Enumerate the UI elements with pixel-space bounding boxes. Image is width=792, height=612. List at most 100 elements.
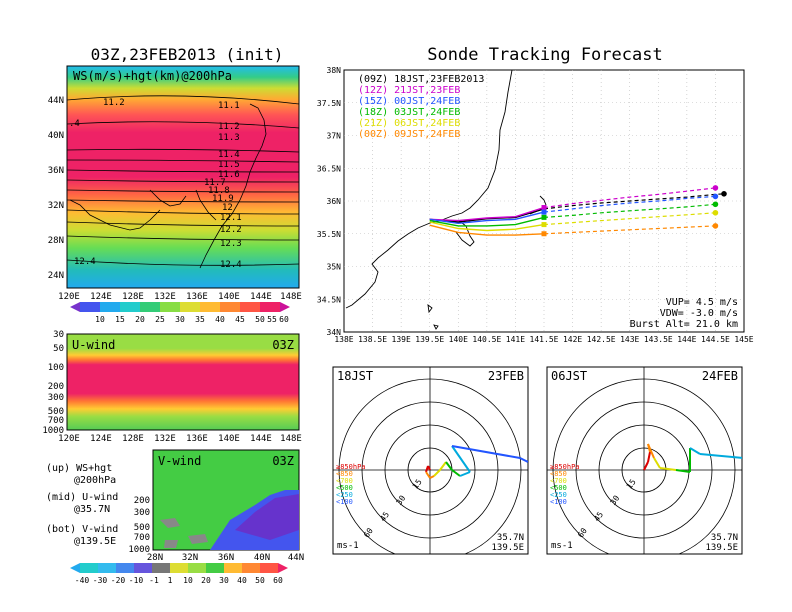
x-tick-label: 144E — [677, 335, 696, 344]
track-marker — [541, 214, 547, 220]
hodograph-trace — [647, 451, 651, 463]
x-tick-label: 143.5E — [644, 335, 673, 344]
colorbar-label: 60 — [279, 315, 289, 324]
pressure-tick: 1000 — [42, 426, 64, 436]
colorbar-label: 50 — [255, 576, 265, 585]
hodograph-trace — [689, 447, 701, 455]
hodograph-time: 06JST — [551, 369, 587, 383]
hodograph-trace — [425, 471, 431, 479]
track-line-dashed — [543, 225, 716, 235]
lon-tick: 132E — [154, 434, 176, 444]
x-tick-label: 139.5E — [415, 335, 444, 344]
v-wind-label: V-wind — [158, 454, 201, 468]
colorbar-label: 30 — [175, 315, 185, 324]
colorbar-label: 50 — [255, 315, 265, 324]
contour-label: 12.4 — [74, 257, 96, 267]
colorbar-label: 20 — [201, 576, 211, 585]
level-legend-entry: <100 — [336, 498, 353, 506]
level-legend-entry: <250 — [336, 491, 353, 499]
hodograph-trace — [429, 475, 435, 479]
x-tick-label: 142E — [563, 335, 582, 344]
legend-entry: (15Z) 00JST,24FEB — [358, 96, 460, 107]
track-line-solid — [429, 211, 545, 225]
x-tick-label: 143E — [620, 335, 639, 344]
vwind-colorbar — [70, 563, 288, 573]
track-endpoint — [712, 193, 719, 200]
track-endpoint — [712, 223, 719, 229]
hodograph-trace — [653, 457, 661, 469]
contour-label: .4 — [69, 119, 80, 129]
note-bot-2: @139.5E — [74, 536, 116, 547]
legend-entry: (00Z) 09JST,24FEB — [358, 129, 460, 140]
hodograph-date: 23FEB — [488, 369, 524, 383]
contour-label: 11.2 — [103, 98, 125, 108]
contour-label: 12.1 — [220, 213, 242, 223]
contour-label: 11.9 — [212, 194, 234, 204]
contour-label: 11.5 — [218, 160, 240, 170]
lat-tick: 24N — [48, 271, 64, 281]
lon-tick: 136E — [186, 292, 208, 302]
ws-colorbar-labels: 10 15 20 25 30 35 40 45 50 55 60 — [95, 315, 289, 324]
legend-entry: (21Z) 06JST,24FEB — [358, 118, 460, 129]
forecast-panel — [343, 69, 745, 333]
pressure-tick: 100 — [48, 363, 64, 373]
hodograph-trace — [439, 461, 447, 471]
track-endpoint — [712, 185, 719, 191]
hodograph-trace — [519, 457, 528, 463]
hodograph-lat: 35.7N — [711, 533, 738, 543]
contour-label: 11.4 — [218, 150, 240, 160]
x-tick-label: 138.5E — [358, 335, 387, 344]
pressure-tick: 500 — [48, 407, 64, 417]
info-vdw: VDW= -3.0 m/s — [660, 308, 738, 319]
y-tick-label: 38N — [327, 66, 342, 75]
colorbar-label: 25 — [155, 315, 165, 324]
colorbar-label: -10 — [129, 576, 144, 585]
lon-tick: 148E — [280, 292, 302, 302]
panel-notes: (up) WS+hgt @200hPa (mid) U-wind @35.7N … — [46, 463, 118, 547]
contour-label: 11.7 — [204, 178, 226, 188]
hodograph-trace — [425, 465, 429, 473]
y-tick-label: 37.5N — [317, 99, 341, 108]
track-marker — [541, 209, 547, 215]
forecast-tracks — [429, 185, 727, 237]
y-tick-label: 37N — [327, 132, 342, 141]
hodograph-trace — [451, 445, 521, 459]
lat-tick: 32N — [182, 553, 198, 563]
colorbar-label: 60 — [273, 576, 283, 585]
x-tick-label: 140E — [449, 335, 468, 344]
colorbar-label: 30 — [219, 576, 229, 585]
y-tick-label: 34.5N — [317, 295, 341, 304]
track-line-dashed — [543, 195, 716, 213]
hodograph-units: ms-1 — [337, 541, 359, 551]
level-legend-entry: <500 — [550, 484, 567, 492]
pressure-tick: 1000 — [128, 545, 150, 555]
lon-tick: 128E — [122, 292, 144, 302]
track-marker — [541, 205, 547, 211]
colorbar-label: 10 — [183, 576, 193, 585]
pressure-tick: 500 — [134, 523, 150, 533]
colorbar-label: 40 — [215, 315, 225, 324]
pressure-tick: 300 — [48, 393, 64, 403]
u-wind-y-ticks: 30 50 100 200 300 500 700 1000 — [42, 330, 64, 436]
hodograph-trace — [433, 469, 441, 477]
contour-label: 12.4 — [220, 260, 242, 270]
hodograph-trace — [699, 453, 742, 459]
colorbar-label: 10 — [95, 315, 105, 324]
track-marker — [541, 231, 547, 237]
track-line-solid — [429, 224, 545, 236]
track-line-solid — [429, 216, 545, 227]
x-tick-label: 142.5E — [587, 335, 616, 344]
lon-tick: 140E — [218, 292, 240, 302]
ws-lat-ticks: 44N 40N 36N 32N 28N 24N — [48, 96, 64, 281]
v-wind-y-ticks: 200 300 500 700 1000 — [128, 496, 150, 555]
lat-tick: 32N — [48, 201, 64, 211]
info-burst: Burst Alt= 21.0 km — [630, 319, 738, 330]
x-tick-label: 140.5E — [472, 335, 501, 344]
level-legend-entry: <700 — [336, 477, 353, 485]
v-wind-time: 03Z — [272, 454, 294, 468]
pressure-tick: 200 — [134, 496, 150, 506]
legend-entry: (18Z) 03JST,24FEB — [358, 107, 460, 118]
track-line-dashed — [543, 193, 725, 210]
